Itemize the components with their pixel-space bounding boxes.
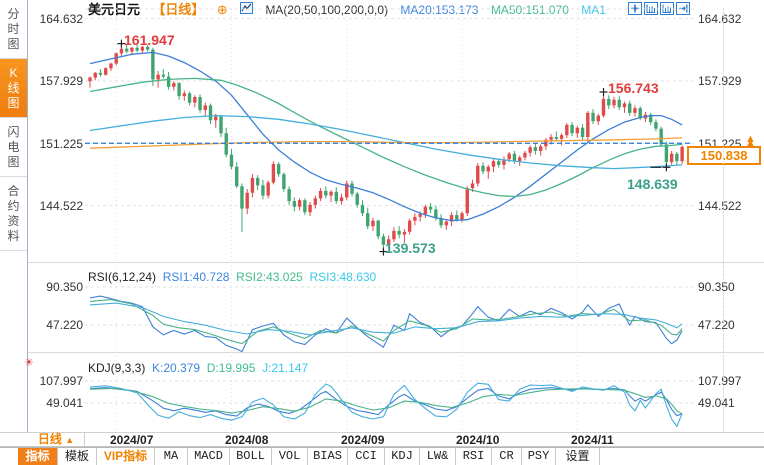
price-up-arrow-icon: ▲ [745, 133, 756, 145]
last-price-tag: 150.838 [687, 146, 761, 165]
axis-divider [723, 8, 724, 432]
ma50-value: MA50:151.070 [490, 3, 569, 17]
price-axis-label: 144.522 [39, 199, 83, 213]
price-axis-label-right: 157.929 [698, 74, 742, 88]
panel-divider [28, 262, 764, 263]
tab-vip-indicator[interactable]: VIP指标 [97, 448, 155, 465]
kdj-d-value: D:19.995 [206, 361, 256, 375]
x-axis-month-label: 2024/09 [341, 433, 385, 447]
rsi-name: RSI(6,12,24) [88, 270, 157, 284]
rsi3-value: RSI3:48.630 [309, 270, 377, 284]
rsi-axis-label: 90.350 [46, 280, 83, 294]
indicator-toolbar: 指标 模板 VIP指标 MA MACD BOLL VOL BIAS CCI KDJ LW& RSI CR… [0, 447, 764, 465]
tab-macd[interactable]: MACD [188, 448, 230, 465]
kdj-j-value: J:21.147 [262, 361, 309, 375]
price-axis-label-right: 144.522 [698, 199, 742, 213]
kdj-axis-label-right: 49.041 [698, 396, 735, 410]
rsi-legend: RSI(6,12,24) RSI1:40.728 RSI2:43.025 RSI… [88, 270, 376, 284]
price-axis-label-right: 164.632 [698, 12, 742, 26]
ma1-value: MA1 [581, 3, 606, 17]
period-dropdown-arrow-icon: ▲ [65, 435, 75, 445]
tab-psy[interactable]: PSY [522, 448, 556, 465]
sidebar-tab-contract-info[interactable]: 合约资料 [0, 177, 27, 251]
low-price-label: 139.573 [385, 240, 436, 256]
tab-vol[interactable]: VOL [272, 448, 308, 465]
move-chart-icon[interactable] [628, 2, 642, 15]
rsi2-value: RSI2:43.025 [236, 270, 303, 284]
rsi-axis-label: 47.220 [46, 318, 83, 332]
tab-cci[interactable]: CCI [348, 448, 385, 465]
rsi-chart[interactable] [85, 262, 735, 352]
price-axis-label: 164.632 [39, 12, 83, 26]
price-chart[interactable] [85, 8, 735, 262]
rsi-axis-label-right: 47.220 [698, 318, 735, 332]
tab-cr[interactable]: CR [492, 448, 522, 465]
swing-high-label: 156.743 [608, 80, 659, 96]
tab-ma[interactable]: MA [155, 448, 188, 465]
period-tag: 【日线】 [152, 2, 205, 17]
tab-lw[interactable]: LW& [420, 448, 456, 465]
price-axis-label: 157.929 [39, 74, 83, 88]
tab-settings[interactable]: 设置 [556, 448, 600, 465]
kdj-axis-label: 107.997 [39, 374, 83, 388]
tab-bias[interactable]: BIAS [308, 448, 348, 465]
sidebar-tab-time-chart[interactable]: 分时图 [0, 0, 27, 59]
x-axis-month-label: 2024/10 [456, 433, 500, 447]
x-axis-month-label: 2024/08 [225, 433, 269, 447]
kdj-chart[interactable] [85, 352, 735, 432]
tab-kdj[interactable]: KDJ [385, 448, 420, 465]
add-compare-icon[interactable]: ⊕ [216, 2, 228, 17]
x-axis-month-label: 2024/11 [571, 433, 614, 447]
chart-legend: 美元日元 【日线】 ⊕ MA(20,50,100,200,0,0) MA20:1… [88, 1, 615, 17]
ma20-value: MA20:153.173 [400, 3, 479, 17]
tab-rsi[interactable]: RSI [456, 448, 492, 465]
sidebar-tab-flash-chart[interactable]: 闪电图 [0, 118, 27, 177]
panel-divider [28, 352, 764, 353]
tab-template[interactable]: 模板 [58, 448, 97, 465]
high-price-label: 161.947 [124, 32, 175, 48]
tab-indicator[interactable]: 指标 [18, 448, 58, 465]
kdj-axis-label-right: 107.997 [698, 374, 742, 388]
alarm-icon[interactable]: ☀ [24, 357, 34, 369]
kdj-k-value: K:20.379 [152, 361, 201, 375]
ma-params-label: MA(20,50,100,200,0,0) [265, 3, 389, 17]
rsi-axis-label-right: 90.350 [698, 280, 735, 294]
x-axis-strip: 日线 ▲ 2024/07 2024/08 2024/09 2024/10 2024/11 [0, 432, 764, 447]
kdj-name: KDJ(9,3,3) [88, 361, 146, 375]
kdj-axis-label: 49.041 [46, 396, 83, 410]
period-selector[interactable]: 日线 ▲ [28, 433, 85, 446]
tab-boll[interactable]: BOLL [230, 448, 272, 465]
swing-low-label: 148.639 [627, 176, 678, 192]
x-axis-month-label: 2024/07 [110, 433, 154, 447]
price-axis-label: 151.225 [39, 137, 83, 151]
symbol-title: 美元日元 [88, 2, 141, 17]
rsi1-value: RSI1:40.728 [162, 270, 230, 284]
kdj-legend: KDJ(9,3,3) K:20.379 D:19.995 J:21.147 [88, 361, 308, 375]
